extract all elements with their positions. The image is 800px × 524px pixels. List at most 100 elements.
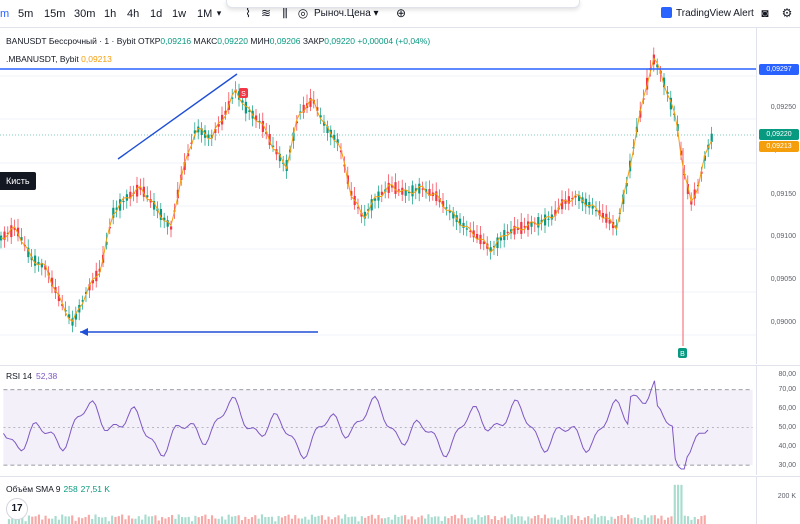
candle [40, 262, 43, 268]
candle [663, 77, 666, 88]
volume-bar [177, 514, 180, 524]
volume-bar [394, 514, 397, 524]
indicators-icon[interactable]: ≋ [260, 6, 272, 20]
volume-legend[interactable]: Объём SMA 9 258 27,51 K [6, 484, 110, 494]
candle [207, 134, 210, 139]
volume-pane[interactable] [0, 476, 756, 524]
candle [265, 131, 268, 135]
timeframe-1h[interactable]: 1h [104, 8, 117, 20]
volume-bar [470, 517, 473, 524]
volume-bar [553, 517, 557, 524]
candle [333, 134, 336, 141]
volume-bar [84, 517, 87, 524]
price-chart[interactable]: S B [0, 28, 756, 364]
volume-bar [240, 520, 244, 524]
timeframe-5m[interactable]: 5m [18, 8, 34, 20]
horizontal-line-badge: 0,09297 [759, 64, 799, 75]
volume-bar [367, 515, 370, 524]
candle [91, 280, 94, 284]
trend-line[interactable] [117, 73, 238, 160]
volume-bar [653, 515, 656, 524]
volume-bar [324, 519, 327, 524]
volume-bar [287, 514, 290, 524]
volume-bar [131, 518, 134, 524]
volume-bar [543, 514, 547, 524]
volume-bar [683, 515, 686, 524]
volume-bar [284, 516, 287, 524]
candle [414, 188, 417, 192]
volume-bar [230, 516, 234, 524]
chevron-down-icon[interactable]: ▾ [216, 8, 222, 18]
volume-bar [700, 516, 703, 524]
volume-bar [180, 517, 184, 524]
timeframe-1M[interactable]: 1M [197, 8, 213, 20]
candle [13, 227, 16, 230]
candle [166, 220, 169, 227]
candle [163, 217, 166, 221]
alert-button[interactable]: TradingView Alert [661, 7, 754, 19]
volume-bar [677, 484, 680, 524]
symbol-legend[interactable]: BANUSDT Бессрочный · 1 · Bybit ОТКР0,092… [6, 36, 430, 46]
timeframe-15m[interactable]: 15m [44, 8, 66, 20]
volume-bar [21, 517, 24, 524]
add-icon[interactable]: ⊕ [395, 6, 407, 20]
candle [442, 201, 445, 207]
candle [482, 241, 485, 245]
volume-bar [87, 514, 90, 524]
rsi-tick: 70,00 [778, 386, 796, 393]
tradingview-logo[interactable]: 17 [6, 498, 28, 520]
price-type-select[interactable]: Рыноч.Цена ▾ [314, 8, 379, 19]
volume-bar [400, 515, 403, 524]
candle [598, 210, 601, 216]
volume-bar [117, 516, 120, 524]
buy-marker[interactable]: B [678, 348, 687, 358]
candle [591, 205, 594, 209]
timeframe-4h[interactable]: 4h [127, 8, 140, 20]
volume-bar [620, 515, 623, 524]
price-tick: 0,09100 [770, 233, 796, 240]
volume-bar [264, 517, 267, 524]
camera-icon[interactable]: ◙ [761, 6, 769, 20]
volume-bar [37, 514, 40, 524]
rsi-tick: 30,00 [778, 462, 796, 469]
chart-type-icon[interactable]: ⌇ [245, 6, 251, 20]
volume-bar [374, 518, 377, 524]
open-value: 0,09216 [160, 36, 192, 46]
candle [408, 191, 411, 194]
rsi-scale[interactable]: 80,00 70,00 60,00 50,00 40,00 30,00 [756, 365, 800, 475]
arrow-head [80, 328, 88, 336]
volume-bar [404, 515, 407, 524]
price-scale[interactable]: 0,09250 0,09200 0,09150 0,09100 0,09050 … [756, 28, 800, 364]
price-source-icon[interactable]: ◎ [297, 6, 309, 20]
candle [537, 217, 540, 228]
candle [571, 198, 574, 200]
volume-scale[interactable]: 200 K [756, 476, 800, 524]
rsi-pane[interactable] [0, 365, 756, 475]
sell-marker[interactable]: S [239, 88, 248, 98]
timeframe-1w[interactable]: 1w [172, 8, 187, 20]
volume-bar [214, 518, 217, 524]
timeframe-1d[interactable]: 1d [150, 8, 163, 20]
rsi-tick: 60,00 [778, 405, 796, 412]
volume-bar [434, 516, 437, 524]
rsi-legend[interactable]: RSI 14 52,38 [6, 371, 57, 381]
candle [462, 222, 465, 228]
volume-bar [384, 518, 387, 524]
volume-bar [280, 517, 284, 524]
candle [68, 314, 71, 319]
settings-icon[interactable]: ⚙ [781, 6, 793, 20]
timeframe-30m[interactable]: 30m [74, 8, 96, 20]
candle [81, 300, 84, 302]
volume-bar [680, 484, 683, 524]
candle [20, 237, 23, 241]
ma-legend[interactable]: .MBANUSDT, Bybit 0,09213 [6, 54, 112, 64]
volume-bar [144, 514, 147, 524]
volume-bar [560, 515, 563, 524]
volume-bar [267, 516, 270, 524]
volume-bar [34, 516, 37, 524]
candle [499, 237, 502, 241]
bars-style-icon[interactable]: ⫼ [282, 6, 288, 20]
timeframe-partial[interactable]: m [0, 8, 10, 20]
candle [656, 64, 659, 68]
volume-bar [314, 516, 317, 524]
